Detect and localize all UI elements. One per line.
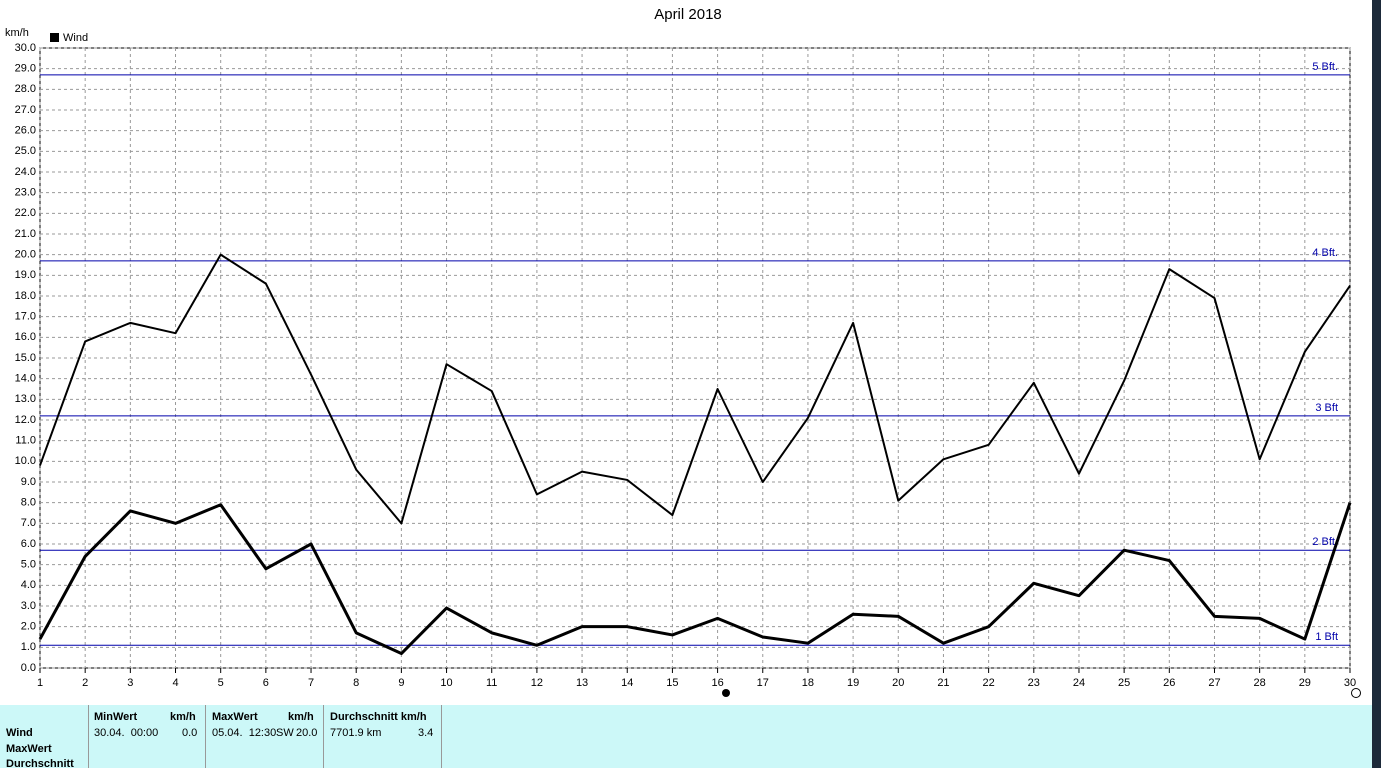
x-tick-label: 23 xyxy=(1028,677,1040,689)
y-tick-label: 26.0 xyxy=(15,125,36,137)
y-tick-label: 3.0 xyxy=(21,600,36,612)
x-tick-label: 15 xyxy=(666,677,678,689)
x-tick-label: 2 xyxy=(82,677,88,689)
x-tick-label: 13 xyxy=(576,677,588,689)
data-line xyxy=(38,502,1352,656)
y-tick-label: 1.0 xyxy=(21,641,36,653)
cell: 20.0 xyxy=(296,727,318,739)
y-tick-label: 12.0 xyxy=(15,414,36,426)
y-tick-label: 2.0 xyxy=(21,621,36,633)
x-tick-label: 25 xyxy=(1118,677,1130,689)
x-tick-label: 30 xyxy=(1344,677,1356,689)
y-tick-label: 7.0 xyxy=(21,517,36,529)
chart: April 2018 km/h Wind 0.0 1.0 2.0 3.0 4.0 5.0 6… xyxy=(5,6,1361,698)
y-tick-label: 9.0 xyxy=(21,476,36,488)
y-tick-label: 23.0 xyxy=(15,187,36,199)
x-tick-label: 12 xyxy=(531,677,543,689)
y-tick-label: 18.0 xyxy=(15,290,36,302)
y-tick-label: 13.0 xyxy=(15,393,36,405)
y-tick-label: 29.0 xyxy=(15,63,36,75)
y-tick-label: 22.0 xyxy=(15,207,36,219)
y-tick-label: 0.0 xyxy=(21,662,36,674)
x-tick-label: 3 xyxy=(127,677,133,689)
header: MinWert xyxy=(94,711,138,723)
cell: 3.4 xyxy=(418,727,434,739)
x-tick-label: 27 xyxy=(1208,677,1220,689)
chart-title: April 2018 xyxy=(654,6,722,23)
y-tick-label: 10.0 xyxy=(15,455,36,467)
x-tick-label: 14 xyxy=(621,677,633,689)
y-tick-label: 11.0 xyxy=(15,435,36,447)
y-tick-label: 15.0 xyxy=(15,352,36,364)
x-tick-label: 24 xyxy=(1073,677,1085,689)
y-tick-label: 24.0 xyxy=(15,166,36,178)
x-tick-label: 10 xyxy=(440,677,452,689)
y-tick-label: 14.0 xyxy=(15,373,36,385)
marker-icon xyxy=(722,689,730,697)
legend-swatch xyxy=(50,33,59,42)
y-tick-label: 30.0 xyxy=(15,42,36,54)
header: km/h xyxy=(170,711,196,723)
row-label: Wind xyxy=(6,727,33,739)
x-tick-label: 28 xyxy=(1254,677,1266,689)
beaufort-label: 5 Bft. xyxy=(1312,61,1338,73)
x-tick-label: 19 xyxy=(847,677,859,689)
window-edge xyxy=(1372,0,1381,768)
y-tick-label: 8.0 xyxy=(21,497,36,509)
y-tick-label: 5.0 xyxy=(21,559,36,571)
beaufort-label: 3 Bft xyxy=(1315,402,1338,414)
x-tick-label: 8 xyxy=(353,677,359,689)
beaufort-label: 1 Bft xyxy=(1315,631,1338,643)
x-tick-label: 20 xyxy=(892,677,904,689)
y-tick-label: 17.0 xyxy=(15,311,36,323)
summary-panel: Wind MaxWert Durchschnitt MinWert km/h M… xyxy=(0,705,1372,770)
y-tick-label: 20.0 xyxy=(15,249,36,261)
x-tick-label: 4 xyxy=(172,677,178,689)
header: km/h xyxy=(288,711,314,723)
y-tick-label: 19.0 xyxy=(15,269,36,281)
row-label: MaxWert xyxy=(6,743,52,755)
marker-icon xyxy=(1351,688,1361,698)
row-label: Durchschnitt xyxy=(6,758,74,770)
beaufort-label: 4 Bft. xyxy=(1312,247,1338,259)
y-tick-label: 21.0 xyxy=(15,228,36,240)
cell: 0.0 xyxy=(182,727,198,739)
y-tick-label: 4.0 xyxy=(21,579,36,591)
x-tick-label: 5 xyxy=(218,677,224,689)
y-tick-label: 28.0 xyxy=(15,83,36,95)
x-tick-label: 1 xyxy=(37,677,43,689)
cell: 30.04. 00:00 xyxy=(94,727,159,739)
x-tick-label: 29 xyxy=(1299,677,1311,689)
separator xyxy=(323,705,324,768)
cell: 05.04. 12:30 xyxy=(212,727,277,739)
data-line xyxy=(39,253,1351,525)
y-axis-label: km/h xyxy=(5,27,29,39)
y-tick-label: 16.0 xyxy=(15,331,36,343)
separator xyxy=(441,705,442,768)
header: Durchschnitt km/h xyxy=(330,711,427,723)
cell: SW xyxy=(276,727,294,739)
beaufort-label: 2 Bft. xyxy=(1312,536,1338,548)
y-tick-label: 25.0 xyxy=(15,145,36,157)
y-tick-label: 6.0 xyxy=(21,538,36,550)
x-tick-label: 18 xyxy=(802,677,814,689)
separator xyxy=(205,705,206,768)
x-tick-label: 17 xyxy=(757,677,769,689)
x-tick-label: 21 xyxy=(937,677,949,689)
legend-label: Wind xyxy=(63,32,88,44)
x-tick-label: 11 xyxy=(486,677,497,689)
y-tick-label: 27.0 xyxy=(15,104,36,116)
x-tick-label: 26 xyxy=(1163,677,1175,689)
x-tick-label: 9 xyxy=(398,677,404,689)
x-tick-label: 6 xyxy=(263,677,269,689)
x-tick-label: 22 xyxy=(982,677,994,689)
x-tick-label: 16 xyxy=(711,677,723,689)
separator xyxy=(88,705,89,768)
x-tick-label: 7 xyxy=(308,677,314,689)
header: MaxWert xyxy=(212,711,258,723)
cell: 7701.9 km xyxy=(330,727,382,739)
